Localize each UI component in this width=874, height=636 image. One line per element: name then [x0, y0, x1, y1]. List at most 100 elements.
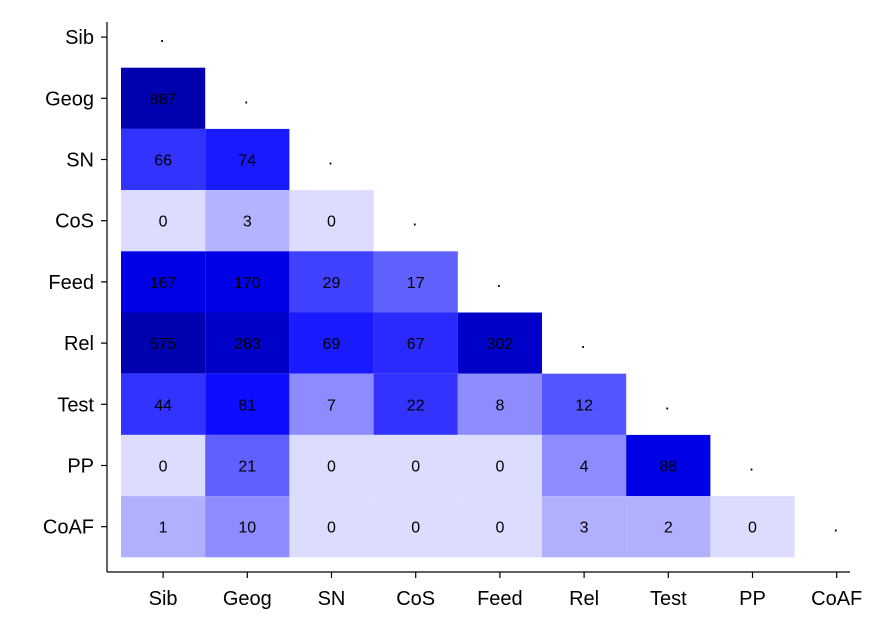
diagonal-marker-pp: . [749, 455, 754, 475]
heatmap-cell-coaf-geog [205, 496, 290, 558]
y-tick-label-feed: Feed [48, 272, 94, 294]
heatmap-cell-pp-test [626, 434, 711, 497]
cell-value-rel-feed: 302 [487, 336, 514, 353]
cell-value-coaf-geog: 10 [238, 520, 256, 537]
y-tick-label-sib: Sib [65, 27, 94, 49]
cell-value-rel-geog: 283 [234, 336, 261, 353]
heatmap-cell-rel-sib [121, 312, 206, 374]
heatmap-cell-coaf-pp [710, 496, 795, 558]
axes [106, 22, 850, 573]
cell-value-feed-geog: 170 [234, 275, 261, 292]
y-tick-label-sn: SN [66, 150, 94, 172]
cell-value-pp-cos: 0 [411, 459, 420, 476]
heatmap-cells [121, 67, 795, 558]
cell-value-rel-cos: 67 [407, 336, 425, 353]
cell-value-feed-cos: 17 [407, 275, 425, 292]
cell-value-test-feed: 8 [495, 397, 504, 414]
cell-value-coaf-feed: 0 [495, 520, 504, 537]
heatmap-cell-test-geog [205, 373, 290, 435]
heatmap-cell-pp-geog [205, 434, 290, 497]
heatmap-cell-rel-feed [457, 312, 542, 374]
heatmap-cell-pp-sn [289, 434, 374, 497]
diagonal-marker-test: . [665, 393, 670, 413]
cell-value-rel-sib: 575 [150, 336, 177, 353]
cell-value-coaf-cos: 0 [411, 520, 420, 537]
diagonal-marker-feed: . [496, 271, 501, 291]
heatmap-cell-feed-cos [373, 251, 458, 313]
cell-value-test-cos: 22 [407, 397, 425, 414]
cell-value-test-sn: 7 [327, 397, 336, 414]
cell-value-geog-sib: 887 [150, 91, 177, 108]
heatmap-cell-coaf-rel [542, 496, 627, 558]
heatmap-cell-cos-geog [205, 190, 290, 252]
diagonal-marker-rel: . [581, 332, 586, 352]
heatmap-cell-test-feed [457, 373, 542, 435]
x-tick-label-cos: CoS [396, 588, 435, 610]
y-tick-label-pp: PP [67, 456, 94, 478]
cell-value-cos-geog: 3 [243, 214, 252, 231]
cell-value-cos-sib: 0 [159, 214, 168, 231]
heatmap-cell-coaf-test [626, 496, 711, 558]
heatmap-cell-test-cos [373, 373, 458, 435]
heatmap-cell-feed-sib [121, 251, 206, 313]
y-tick-label-test: Test [57, 394, 94, 416]
heatmap-cell-pp-cos [373, 434, 458, 497]
heatmap-cell-feed-sn [289, 251, 374, 313]
x-tick-label-coaf: CoAF [811, 588, 862, 610]
cell-value-cos-sn: 0 [327, 214, 336, 231]
cell-value-rel-sn: 69 [323, 336, 341, 353]
heatmap-cell-pp-sib [121, 434, 206, 497]
heatmap-cell-test-rel [542, 373, 627, 435]
cell-value-coaf-pp: 0 [748, 520, 757, 537]
heatmap-cell-test-sib [121, 373, 206, 435]
y-tick-label-geog: Geog [45, 88, 94, 110]
cell-value-coaf-rel: 3 [580, 520, 589, 537]
heatmap-cell-cos-sn [289, 190, 374, 252]
heatmap-cell-sn-geog [205, 128, 290, 191]
cell-value-coaf-sn: 0 [327, 520, 336, 537]
diagonal-marker-cos: . [412, 210, 417, 230]
diagonal-marker-coaf: . [833, 516, 838, 536]
cell-value-pp-test: 88 [659, 459, 677, 476]
heatmap-cell-geog-sib [121, 67, 206, 129]
y-tick-label-cos: CoS [55, 211, 94, 233]
cell-value-coaf-test: 2 [664, 520, 673, 537]
diagonal-marker-geog: . [244, 87, 249, 107]
heatmap-cell-test-sn [289, 373, 374, 435]
y-tick-label-coaf: CoAF [43, 517, 94, 539]
cell-value-pp-feed: 0 [495, 459, 504, 476]
cell-value-sn-sib: 66 [154, 153, 172, 170]
diagonal-marker-sn: . [328, 149, 333, 169]
heatmap-cell-rel-geog [205, 312, 290, 374]
cell-value-feed-sib: 167 [150, 275, 177, 292]
cell-value-test-geog: 81 [238, 397, 256, 414]
heatmap-cell-cos-sib [121, 190, 206, 252]
cell-value-pp-rel: 4 [580, 459, 589, 476]
x-tick-label-test: Test [650, 588, 687, 610]
x-tick-label-pp: PP [739, 588, 766, 610]
cell-value-pp-sn: 0 [327, 459, 336, 476]
heatmap-cell-coaf-feed [457, 496, 542, 558]
diagonal-markers: ......... [160, 26, 839, 536]
x-tick-label-sn: SN [318, 588, 346, 610]
heatmap-cell-feed-geog [205, 251, 290, 313]
x-tick-label-rel: Rel [569, 588, 599, 610]
cell-value-sn-geog: 74 [238, 153, 256, 170]
cell-value-pp-geog: 21 [238, 459, 256, 476]
y-ticks: Sib Geog SN CoS Feed Rel Test PP CoAF [43, 27, 107, 539]
x-tick-label-feed: Feed [477, 588, 523, 610]
x-tick-label-geog: Geog [223, 588, 272, 610]
heatmap-cell-coaf-sib [121, 496, 206, 558]
heatmap-cell-sn-sib [121, 128, 206, 191]
x-ticks: Sib Geog SN CoS Feed Rel Test PP CoAF [149, 572, 862, 610]
heatmap-cell-coaf-sn [289, 496, 374, 558]
cell-value-pp-sib: 0 [159, 459, 168, 476]
x-tick-label-sib: Sib [149, 588, 178, 610]
heatmap-cell-pp-rel [542, 434, 627, 497]
diagonal-marker-sib: . [160, 26, 165, 46]
heatmap-cell-rel-cos [373, 312, 458, 374]
cell-value-feed-sn: 29 [323, 275, 341, 292]
cell-value-test-rel: 12 [575, 397, 593, 414]
